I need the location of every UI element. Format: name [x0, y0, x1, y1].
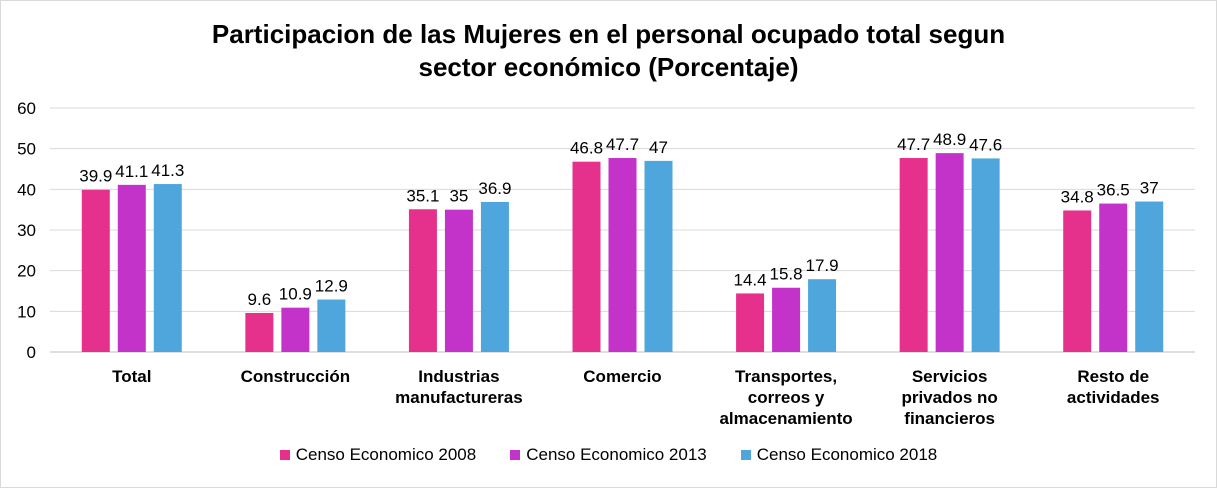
- data-label: 15.8: [770, 265, 803, 284]
- bar: [408, 209, 437, 352]
- data-label: 36.5: [1097, 181, 1130, 200]
- legend-item-2013: Censo Economico 2013: [510, 445, 707, 465]
- chart-legend: Censo Economico 2008 Censo Economico 201…: [0, 445, 1217, 465]
- bar: [608, 158, 637, 352]
- x-tick-label-line: Total: [112, 367, 151, 386]
- x-tick-label-line: Servicios: [912, 367, 988, 386]
- bar: [736, 293, 765, 352]
- data-label: 35: [449, 187, 468, 206]
- bar: [1063, 210, 1092, 352]
- bar: [444, 209, 473, 352]
- bar: [153, 184, 182, 352]
- legend-item-2008: Censo Economico 2008: [279, 445, 477, 465]
- x-tick-label-line: Transportes,: [735, 367, 837, 386]
- x-tick-label-line: Resto de: [1077, 367, 1149, 386]
- x-tick-label-line: Construcción: [241, 367, 351, 386]
- x-tick-label: Total: [112, 367, 151, 386]
- bar: [808, 279, 837, 352]
- data-label: 12.9: [315, 277, 348, 296]
- y-tick-label: 40: [17, 180, 36, 199]
- x-tick-label-line: Comercio: [583, 367, 661, 386]
- y-tick-label: 10: [17, 302, 36, 321]
- bar: [772, 287, 801, 352]
- data-label: 47.7: [897, 135, 930, 154]
- bar: [899, 158, 928, 352]
- x-tick-label: Transportes, correos y almacenamiento: [719, 367, 852, 428]
- legend-label-2018: Censo Economico 2018: [756, 445, 938, 464]
- chart-title-line-1: Participacion de las Mujeres en el perso…: [211, 19, 1006, 49]
- x-tick-label-line: financieros: [904, 409, 995, 428]
- bar: [81, 189, 110, 352]
- chart-title: Participacion de las Mujeres en el perso…: [0, 18, 1217, 84]
- x-tick-label-line: manufactureras: [395, 388, 523, 407]
- bar: [644, 160, 673, 352]
- bar: [245, 312, 274, 352]
- x-tick-label: Resto de actividades: [1067, 367, 1160, 407]
- data-label: 47: [649, 138, 668, 157]
- x-tick-label: Servicios privados no financieros: [901, 367, 997, 428]
- bar: [317, 299, 346, 352]
- legend-label-2008: Censo Economico 2008: [295, 445, 477, 464]
- y-tick-label: 60: [17, 99, 36, 118]
- x-tick-label-line: privados no: [901, 388, 997, 407]
- legend-label-2013: Censo Economico 2013: [526, 445, 707, 464]
- data-label: 47.6: [969, 135, 1002, 154]
- x-tick-label-line: almacenamiento: [719, 409, 852, 428]
- legend-swatch-2018: [740, 450, 751, 460]
- bar: [971, 158, 1000, 352]
- data-label: 10.9: [279, 285, 312, 304]
- bar: [117, 184, 146, 352]
- data-label: 48.9: [933, 130, 966, 149]
- data-label: 14.4: [734, 270, 767, 289]
- x-tick-label: Industrias manufactureras: [395, 367, 523, 407]
- y-tick-label: 20: [17, 262, 36, 281]
- chart-title-line-2: sector económico (Porcentaje): [418, 52, 799, 82]
- data-label: 47.7: [606, 135, 639, 154]
- data-label: 41.3: [151, 161, 184, 180]
- legend-item-2018: Censo Economico 2018: [740, 445, 938, 465]
- x-tick-label-line: actividades: [1067, 388, 1160, 407]
- y-tick-label: 30: [17, 221, 36, 240]
- data-label: 39.9: [79, 167, 112, 186]
- y-tick-label: 0: [27, 343, 36, 362]
- x-tick-label: Comercio: [583, 367, 661, 386]
- bar: [480, 201, 509, 352]
- bar: [1135, 201, 1164, 352]
- x-tick-label: Construcción: [241, 367, 351, 386]
- bar: [1099, 203, 1128, 352]
- data-label: 46.8: [570, 139, 603, 158]
- data-label: 37: [1140, 179, 1159, 198]
- y-tick-label: 50: [17, 140, 36, 159]
- x-tick-label-line: correos y: [748, 388, 825, 407]
- data-label: 9.6: [248, 290, 272, 309]
- bar: [572, 161, 601, 352]
- x-tick-label-line: Industrias: [418, 367, 499, 386]
- data-label: 17.9: [806, 256, 839, 275]
- data-label: 41.1: [115, 162, 148, 181]
- data-label: 34.8: [1061, 187, 1094, 206]
- legend-swatch-2008: [279, 450, 290, 460]
- data-label: 36.9: [478, 179, 511, 198]
- bar: [935, 153, 964, 352]
- bar: [281, 307, 310, 352]
- data-label: 35.1: [406, 186, 439, 205]
- legend-swatch-2013: [510, 450, 521, 460]
